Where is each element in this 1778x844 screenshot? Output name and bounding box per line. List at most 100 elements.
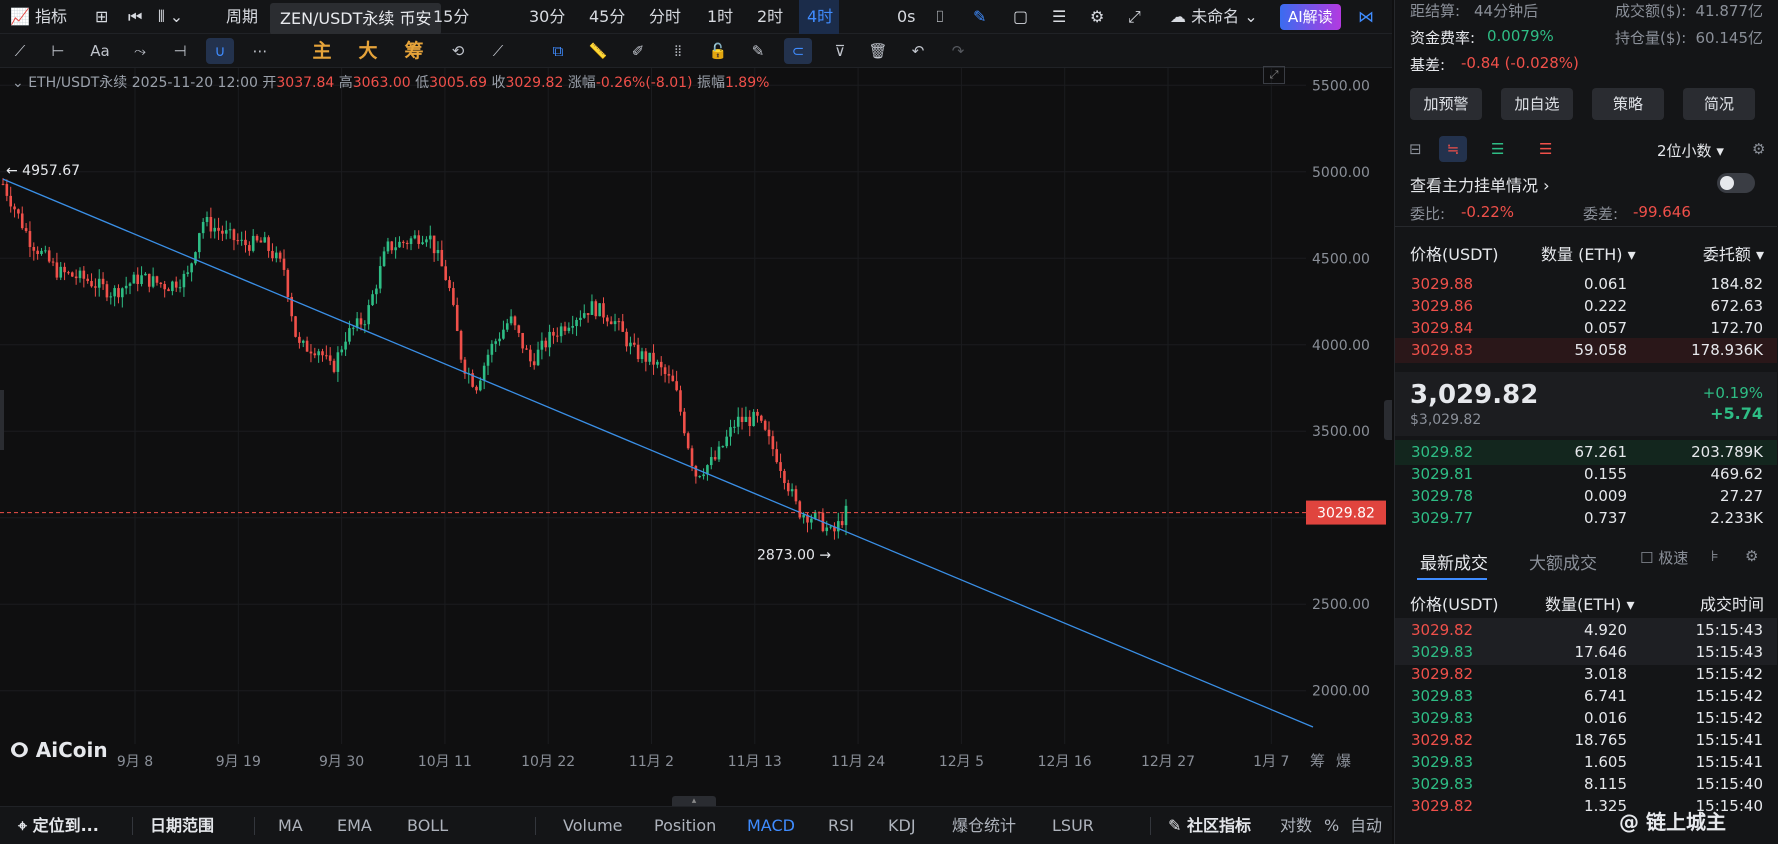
trade-header-qty[interactable]: 数量(ETH) ▾ xyxy=(1545,595,1635,614)
locate-button[interactable]: ⌖ 定位到... xyxy=(18,816,99,835)
book-mode-split-icon[interactable]: ≒ xyxy=(1439,136,1467,162)
period-menu[interactable]: 周期 xyxy=(226,7,259,26)
interval-45m[interactable]: 45分 xyxy=(589,7,626,26)
grid-lines-icon[interactable]: ⦙⦙ xyxy=(674,42,682,60)
ask-row[interactable]: 3029.84 0.057 172.70 xyxy=(1395,316,1777,341)
trash-icon[interactable]: 🗑 xyxy=(868,42,888,60)
indicator-kdj[interactable]: KDJ xyxy=(888,816,916,835)
pen-icon[interactable]: ✎ xyxy=(973,7,987,26)
book-mode-bids-icon[interactable]: ☰ xyxy=(1491,140,1505,158)
ai-interpret-button[interactable]: AI解读 xyxy=(1280,4,1341,30)
indicator-macd[interactable]: MACD xyxy=(747,816,795,835)
filter-icon[interactable]: ⊽ xyxy=(834,42,846,60)
left-collapse-handle[interactable] xyxy=(0,390,4,450)
right-collapse-handle[interactable] xyxy=(1384,400,1392,440)
trade-settings-icon[interactable]: ⚙ xyxy=(1745,547,1759,565)
rewind-icon[interactable]: ⏮ xyxy=(128,7,143,26)
ask-row[interactable]: 3029.88 0.061 184.82 xyxy=(1395,272,1777,297)
fib-tool-icon[interactable]: ⤳ xyxy=(133,42,146,60)
ruler-icon[interactable]: 📏 xyxy=(588,42,608,60)
candle-type-icon[interactable]: ⫴ ⌄ xyxy=(158,7,184,26)
main-orders-link[interactable]: 查看主力挂单情况 › xyxy=(1410,176,1550,195)
text-tool[interactable]: Aa xyxy=(90,42,110,60)
tab-latest-trades[interactable]: 最新成交 xyxy=(1420,554,1488,574)
bid-row[interactable]: 3029.78 0.009 27.27 xyxy=(1395,484,1777,509)
date-range-button[interactable]: 日期范围 xyxy=(150,816,215,835)
trendline-tool-icon[interactable]: ⟋ xyxy=(14,42,26,60)
chip-axis-label[interactable]: 筹 xyxy=(1310,752,1325,770)
book-mode-asks-icon[interactable]: ☰ xyxy=(1539,140,1553,158)
brush-icon[interactable]: ✐ xyxy=(631,42,645,60)
add-watchlist-button[interactable]: 加自选 xyxy=(1501,88,1573,120)
interval-1h[interactable]: 1时 xyxy=(707,7,734,26)
indicator-ema[interactable]: EMA xyxy=(337,816,372,835)
bid-row[interactable]: 3029.82 67.261 203.789K xyxy=(1395,440,1777,465)
undo-icon[interactable]: ↶ xyxy=(911,42,925,60)
settings-icon[interactable]: ⚙ xyxy=(1090,7,1105,26)
indicator-ma[interactable]: MA xyxy=(278,816,303,835)
big-order-tool[interactable]: 大 xyxy=(358,40,378,62)
add-alert-button[interactable]: 加预警 xyxy=(1410,88,1482,120)
magnet-snap-icon[interactable]: ⊂ xyxy=(784,38,812,64)
ask-row[interactable]: 3029.86 0.222 672.63 xyxy=(1395,294,1777,319)
redo-icon[interactable]: ↷ xyxy=(951,42,965,60)
bid-row[interactable]: 3029.77 0.737 2.233K xyxy=(1395,506,1777,531)
replace-icon[interactable]: ⟲ xyxy=(451,42,465,60)
percent-scale-toggle[interactable]: % xyxy=(1324,816,1340,835)
indicator-menu[interactable]: 📈 指标 xyxy=(10,7,68,26)
collapse-icon[interactable]: ⌄ xyxy=(12,75,24,91)
main-force-tool[interactable]: 主 xyxy=(312,40,332,62)
chip-tool[interactable]: 筹 xyxy=(404,40,424,62)
fullscreen-icon[interactable]: ⤢ xyxy=(1128,7,1141,26)
copy-icon[interactable]: ⧉ xyxy=(552,42,564,60)
strategy-button[interactable]: 策略 xyxy=(1592,88,1664,120)
indicator-panel-handle[interactable]: ▴ xyxy=(672,796,716,806)
indicator-position[interactable]: Position xyxy=(654,816,717,835)
book-settings-icon[interactable]: ⚙ xyxy=(1752,140,1766,158)
lock-icon[interactable]: 🔓 xyxy=(708,42,728,60)
indicator-lsur[interactable]: LSUR xyxy=(1052,816,1094,835)
grid-icon[interactable]: ⊞ xyxy=(95,7,109,26)
interval-30m[interactable]: 30分 xyxy=(529,7,566,26)
auto-scale-toggle[interactable]: 自动 xyxy=(1350,816,1383,835)
expand-icon[interactable]: ⤢ xyxy=(1263,66,1285,84)
book-header-qty[interactable]: 数量 (ETH) ▾ xyxy=(1541,245,1636,264)
community-indicators-button[interactable]: ✎ 社区指标 xyxy=(1168,816,1251,835)
share-icon[interactable]: ⋈ xyxy=(1358,7,1374,26)
indicator-rsi[interactable]: RSI xyxy=(828,816,854,835)
horizontal-line-tool-icon[interactable]: ⊢ xyxy=(51,42,65,60)
indicator-liquidation[interactable]: 爆仓统计 xyxy=(952,816,1017,835)
edit-icon[interactable]: ✎ xyxy=(751,42,765,60)
camera-icon[interactable]: ⌷ xyxy=(935,7,945,26)
interval-15m[interactable]: 15分 xyxy=(433,7,470,26)
chart-canvas[interactable]: 5500.005000.004500.004000.003500.003000.… xyxy=(0,68,1392,776)
interval-4h[interactable]: 4时 xyxy=(807,7,834,26)
more-tools-icon[interactable]: ⋯ xyxy=(252,42,268,60)
fast-mode-checkbox[interactable]: ☐ 极速 xyxy=(1640,549,1689,567)
interval-timeshare[interactable]: 分时 xyxy=(649,7,682,26)
log-scale-toggle[interactable]: 对数 xyxy=(1280,816,1313,835)
decimals-dropdown[interactable]: 2位小数 ▾ xyxy=(1657,142,1724,160)
layout-name-dropdown[interactable]: ☁ 未命名 ⌄ xyxy=(1170,7,1258,26)
tab-large-trades[interactable]: 大额成交 xyxy=(1529,554,1597,574)
layout-icon[interactable]: ▢ xyxy=(1013,7,1029,26)
overview-button[interactable]: 简况 xyxy=(1683,88,1755,120)
main-orders-toggle[interactable] xyxy=(1717,173,1755,193)
interval-2h[interactable]: 2时 xyxy=(757,7,784,26)
candle-body xyxy=(24,228,28,232)
price-chart[interactable]: 5500.005000.004500.004000.003500.003000.… xyxy=(0,66,1392,776)
measure-icon[interactable]: ⟋ xyxy=(492,42,504,60)
candle-body xyxy=(706,465,709,475)
liquidation-axis-label[interactable]: 爆 xyxy=(1336,752,1351,770)
filter-bars-icon[interactable]: ⊧ xyxy=(1711,547,1719,565)
indicator-boll[interactable]: BOLL xyxy=(407,816,449,835)
indicator-volume[interactable]: Volume xyxy=(563,816,623,835)
trend-line[interactable] xyxy=(2,178,1314,728)
bid-row[interactable]: 3029.81 0.155 469.62 xyxy=(1395,462,1777,487)
magnet-tool-icon[interactable]: ∪ xyxy=(206,38,234,64)
list-icon[interactable]: ☰ xyxy=(1052,7,1067,26)
ray-tool-icon[interactable]: ⊣ xyxy=(173,42,187,60)
book-header-amount[interactable]: 委托额 ▾ xyxy=(1702,245,1764,264)
book-mode-both-icon[interactable]: ⊟ xyxy=(1409,140,1422,158)
ask-row[interactable]: 3029.83 59.058 178.936K xyxy=(1395,338,1777,363)
